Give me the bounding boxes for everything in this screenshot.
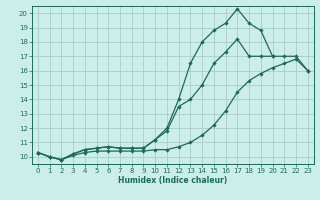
X-axis label: Humidex (Indice chaleur): Humidex (Indice chaleur) xyxy=(118,176,228,185)
